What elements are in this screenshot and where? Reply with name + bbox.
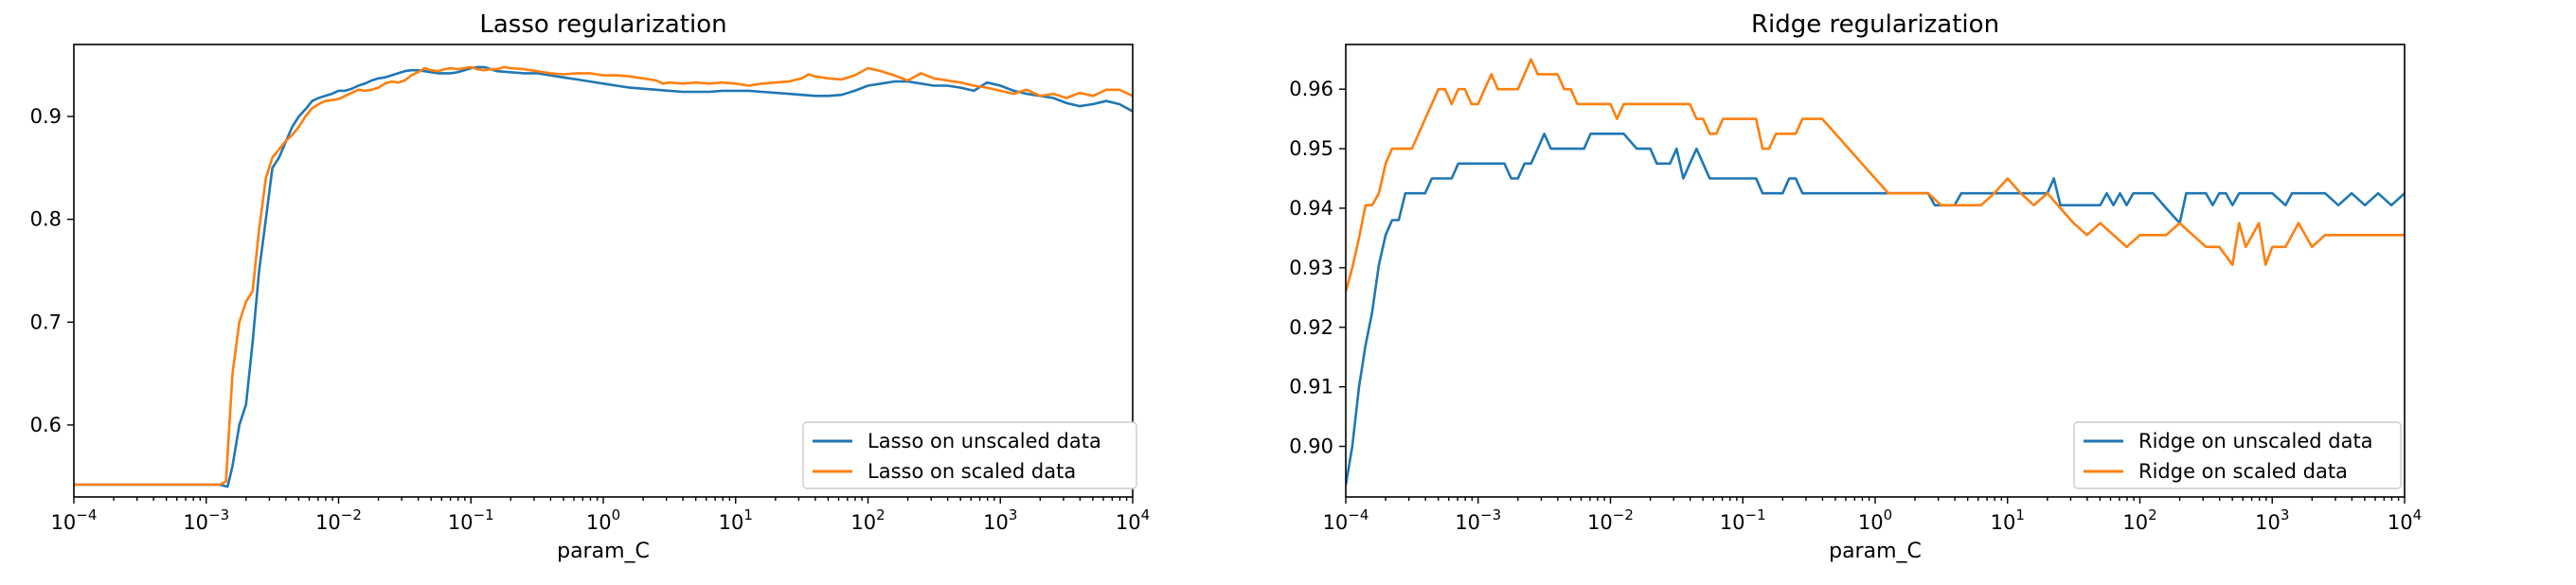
x-tick-label: 10−4: [1323, 506, 1369, 534]
x-tick-label: 102: [850, 506, 885, 534]
x-tick-label: 100: [1858, 506, 1892, 534]
series-line-scaled: [1346, 58, 2405, 292]
y-tick-label: 0.8: [30, 208, 62, 231]
legend: Lasso on unscaled data Lasso on scaled da…: [802, 421, 1137, 489]
x-axis-label: param_C: [557, 540, 650, 563]
legend-box: [2073, 421, 2402, 489]
y-tick-label: 0.9: [30, 105, 62, 128]
legend: Ridge on unscaled data Ridge on scaled da…: [2073, 421, 2402, 489]
y-tick-label: 0.93: [1289, 257, 1333, 279]
legend-label: Lasso on scaled data: [868, 460, 1076, 483]
series-line-scaled: [74, 65, 1133, 487]
ridge-chart: Ridge regularization 10−4 10−3 10−2 10−1 100 1…: [1289, 10, 2422, 563]
x-tick-label: 10−4: [51, 506, 98, 534]
y-tick-label: 0.95: [1289, 137, 1333, 160]
x-tick-label: 103: [2255, 506, 2289, 534]
x-tick-label: 104: [1116, 506, 1150, 534]
legend-label: Lasso on unscaled data: [868, 430, 1101, 452]
x-tick-label: 102: [2122, 506, 2156, 534]
legend-box: [802, 421, 1137, 489]
y-tick-label: 0.7: [30, 310, 62, 333]
x-tick-label: 101: [1991, 506, 2025, 534]
legend-label: Ridge on scaled data: [2138, 460, 2348, 483]
y-tick-label: 0.92: [1289, 316, 1333, 339]
plot-area: [1346, 58, 2405, 486]
x-tick-label: 10−1: [1720, 506, 1766, 534]
series-line-unscaled: [1346, 133, 2405, 486]
x-tick-label: 100: [586, 506, 620, 534]
y-tick-label: 0.96: [1289, 78, 1333, 100]
plot-area: [74, 65, 1133, 488]
lasso-chart: Lasso regularization 10−4 10−3 10−2 10−1 100 1…: [30, 10, 1151, 563]
series-line-unscaled: [74, 65, 1133, 488]
y-tick-label: 0.90: [1289, 435, 1333, 458]
x-tick-label: 10−3: [1455, 506, 1501, 534]
x-tick-label: 10−3: [183, 506, 229, 534]
chart-title: Lasso regularization: [479, 10, 726, 39]
x-axis-label: param_C: [1829, 540, 1922, 563]
y-tick-label: 0.91: [1289, 376, 1333, 399]
y-tick-label: 0.94: [1289, 197, 1333, 220]
x-tick-label: 101: [719, 506, 753, 534]
x-tick-label: 10−1: [448, 506, 494, 534]
y-tick-label: 0.6: [30, 414, 62, 436]
x-tick-label: 104: [2388, 506, 2422, 534]
x-tick-label: 103: [983, 506, 1017, 534]
chart-title: Ridge regularization: [1751, 10, 1999, 39]
legend-label: Ridge on unscaled data: [2138, 430, 2373, 452]
x-tick-label: 10−2: [1587, 506, 1634, 534]
x-tick-label: 10−2: [315, 506, 362, 534]
